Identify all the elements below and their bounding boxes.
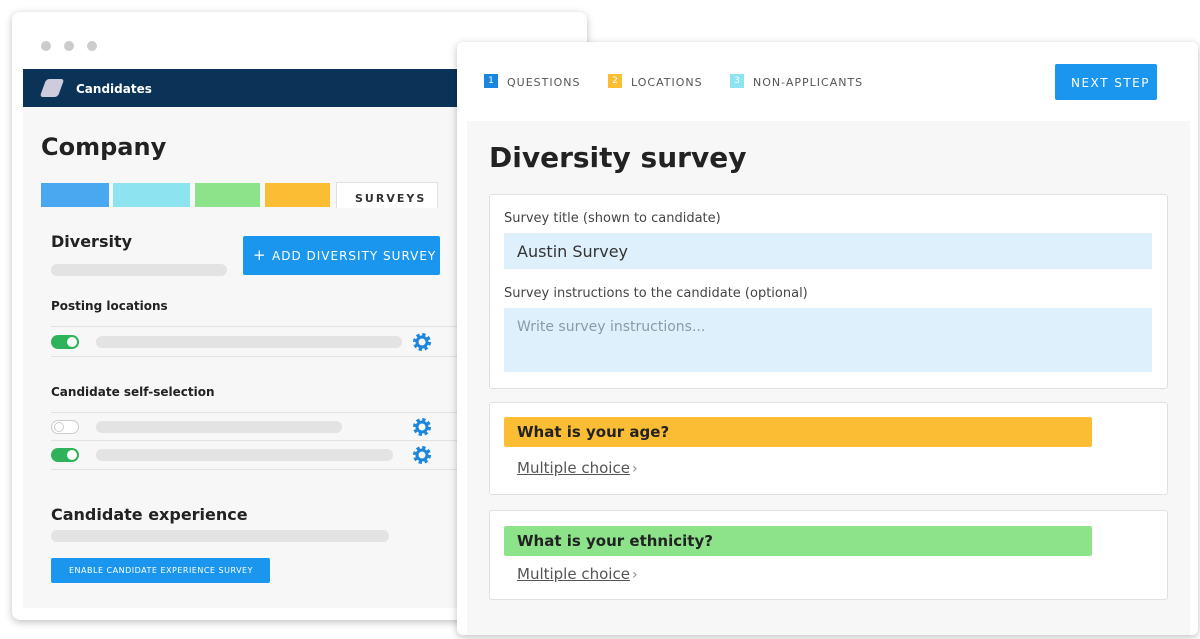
question-header: What is your age? [504, 417, 1092, 447]
step-number: 2 [608, 74, 622, 88]
toggle-knob [54, 422, 64, 432]
textarea-placeholder: Write survey instructions... [517, 319, 706, 335]
toggle-knob [67, 337, 77, 347]
question-type-link[interactable]: Multiple choice [517, 565, 630, 583]
question-header: What is your ethnicity? [504, 526, 1092, 556]
toggle-knob [67, 450, 77, 460]
toggle[interactable] [51, 420, 79, 434]
toggle[interactable] [51, 448, 79, 462]
question-type-link[interactable]: Multiple choice [517, 459, 630, 477]
step-label[interactable]: QUESTIONS [507, 76, 581, 89]
section-title: Diversity [51, 232, 133, 251]
placeholder-bar [51, 530, 389, 542]
next-step-button[interactable]: NEXT STEP [1055, 64, 1157, 100]
field-label: Survey title (shown to candidate) [504, 211, 721, 226]
button-label: NEXT STEP [1071, 76, 1150, 90]
divider [51, 440, 461, 441]
nav-title: Candidates [76, 82, 152, 96]
placeholder-bar [51, 264, 227, 276]
window-dot [64, 41, 74, 51]
subsection-title: Candidate self-selection [51, 385, 215, 399]
divider [51, 326, 461, 327]
placeholder-bar [96, 449, 393, 461]
tab[interactable] [195, 183, 260, 207]
button-label: ENABLE CANDIDATE EXPERIENCE SURVEY [69, 566, 253, 575]
field-label: Survey instructions to the candidate (op… [504, 286, 808, 301]
tab-label: SURVEYS [355, 192, 427, 205]
placeholder-bar [96, 336, 402, 348]
tab[interactable] [265, 183, 330, 207]
plus-icon: + [253, 246, 266, 264]
form-title: Diversity survey [489, 141, 747, 174]
divider [51, 356, 461, 357]
gear-icon[interactable] [412, 417, 432, 437]
divider [51, 469, 461, 470]
subsection-title: Posting locations [51, 299, 168, 313]
add-survey-button[interactable]: + ADD DIVERSITY SURVEY [243, 236, 440, 275]
heading: Company [41, 133, 167, 161]
enable-survey-button[interactable]: ENABLE CANDIDATE EXPERIENCE SURVEY [51, 558, 270, 583]
step-label[interactable]: LOCATIONS [631, 76, 703, 89]
step-number: 3 [730, 74, 744, 88]
question-card [489, 402, 1168, 495]
placeholder-bar [96, 421, 342, 433]
question-text: What is your age? [517, 423, 670, 441]
tab[interactable] [41, 183, 109, 207]
divider [51, 412, 461, 413]
tab[interactable] [113, 183, 190, 207]
chevron-icon: › [632, 461, 638, 477]
input-value: Austin Survey [517, 242, 629, 261]
step-number: 1 [484, 74, 498, 88]
section-title: Candidate experience [51, 505, 248, 524]
gear-icon[interactable] [412, 332, 432, 352]
toggle[interactable] [51, 335, 79, 349]
window-dot [41, 41, 51, 51]
tab-active[interactable]: SURVEYS [336, 182, 438, 208]
chevron-icon: › [632, 567, 638, 583]
text-input[interactable]: Austin Survey [504, 233, 1152, 269]
window-dot [87, 41, 97, 51]
step-label[interactable]: NON-APPLICANTS [753, 76, 864, 89]
textarea[interactable]: Write survey instructions... [504, 308, 1152, 372]
gear-icon[interactable] [412, 445, 432, 465]
button-label: ADD DIVERSITY SURVEY [272, 249, 437, 263]
question-text: What is your ethnicity? [517, 532, 713, 550]
